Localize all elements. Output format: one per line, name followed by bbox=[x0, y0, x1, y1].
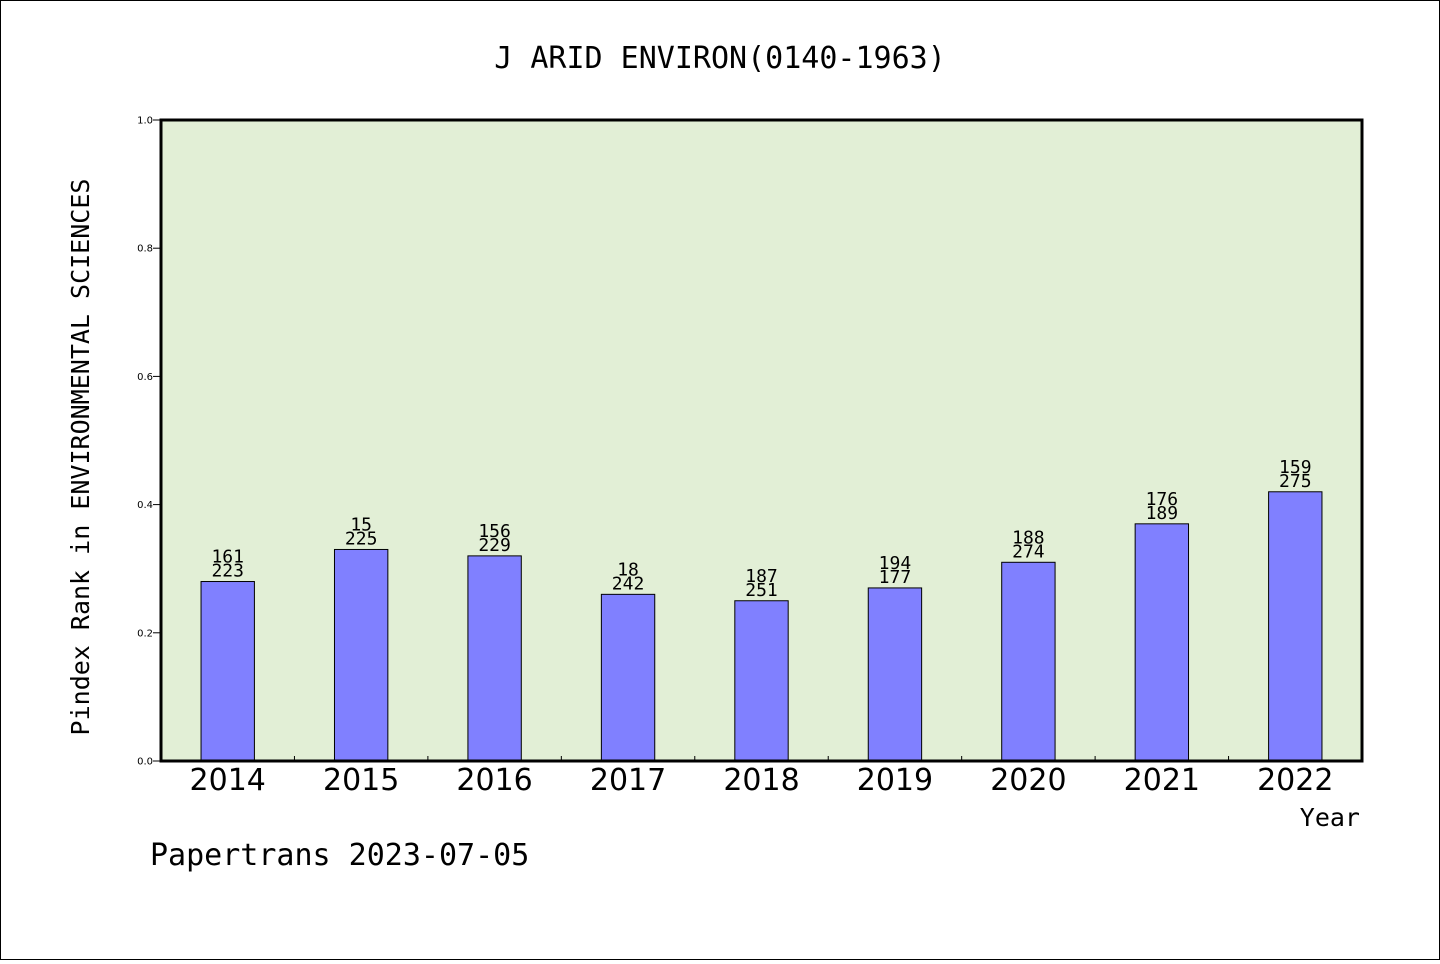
bar bbox=[467, 555, 522, 762]
bar-total-label: 177 bbox=[879, 567, 912, 588]
bar-total-label: 223 bbox=[211, 561, 244, 582]
y-tick-label: 0.0 bbox=[137, 757, 153, 768]
bar-rank-label: 194 bbox=[879, 553, 912, 574]
x-tick-label: 2016 bbox=[456, 763, 532, 798]
bar-total-label: 229 bbox=[478, 535, 511, 556]
bar bbox=[200, 581, 255, 762]
y-axis-label: Pindex Rank in ENVIRONMENTAL SCIENCES bbox=[66, 179, 95, 736]
bar-rank-label: 159 bbox=[1279, 457, 1312, 478]
bar-total-label: 275 bbox=[1279, 471, 1312, 492]
bar-rank-label: 18 bbox=[617, 559, 639, 580]
y-axis: 0.0 0.2 0.4 0.6 0.8 1.0 bbox=[137, 116, 161, 768]
x-tick-label: 2019 bbox=[857, 763, 933, 798]
bar bbox=[600, 593, 656, 762]
bar-total-label: 189 bbox=[1146, 503, 1179, 524]
x-tick-label: 2020 bbox=[990, 763, 1066, 798]
x-axis-label: Year bbox=[1300, 803, 1360, 832]
y-tick-label: 0.4 bbox=[137, 500, 153, 511]
x-axis: 2014 2015 2016 2017 2018 2019 2020 2021 2022 bbox=[190, 756, 1333, 798]
x-tick-label: 2021 bbox=[1124, 763, 1200, 798]
y-tick-label: 0.2 bbox=[137, 628, 153, 639]
x-tick-label: 2015 bbox=[323, 763, 399, 798]
bar-total-label: 251 bbox=[745, 580, 778, 601]
bar-rank-label: 188 bbox=[1012, 527, 1045, 548]
bar bbox=[1134, 523, 1190, 762]
bar-rank-label: 176 bbox=[1146, 489, 1179, 510]
x-tick-label: 2017 bbox=[590, 763, 666, 798]
y-tick-label: 1.0 bbox=[137, 116, 153, 127]
footer-text: Papertrans 2023-07-05 bbox=[150, 838, 529, 873]
bar-rank-label: 161 bbox=[211, 547, 244, 568]
bars-group bbox=[200, 491, 1323, 762]
bar bbox=[734, 600, 789, 762]
bar-rank-label: 156 bbox=[478, 521, 511, 542]
chart-title: J ARID ENVIRON(0140-1963) bbox=[494, 41, 946, 76]
bar-rank-label: 187 bbox=[745, 566, 778, 587]
bar bbox=[333, 548, 389, 762]
x-tick-label: 2014 bbox=[190, 763, 266, 798]
bar bbox=[1001, 561, 1056, 762]
bar-total-label: 225 bbox=[345, 528, 378, 549]
bar bbox=[1268, 491, 1323, 762]
bar-total-label: 242 bbox=[612, 573, 645, 594]
x-tick-label: 2022 bbox=[1257, 763, 1333, 798]
y-tick-label: 0.8 bbox=[137, 244, 153, 255]
bar-rank-label: 15 bbox=[350, 514, 372, 535]
bar bbox=[867, 587, 923, 762]
bar-total-label: 274 bbox=[1012, 541, 1045, 562]
y-tick-label: 0.6 bbox=[137, 372, 153, 383]
plot-border bbox=[159, 118, 1364, 763]
x-tick-label: 2018 bbox=[723, 763, 799, 798]
